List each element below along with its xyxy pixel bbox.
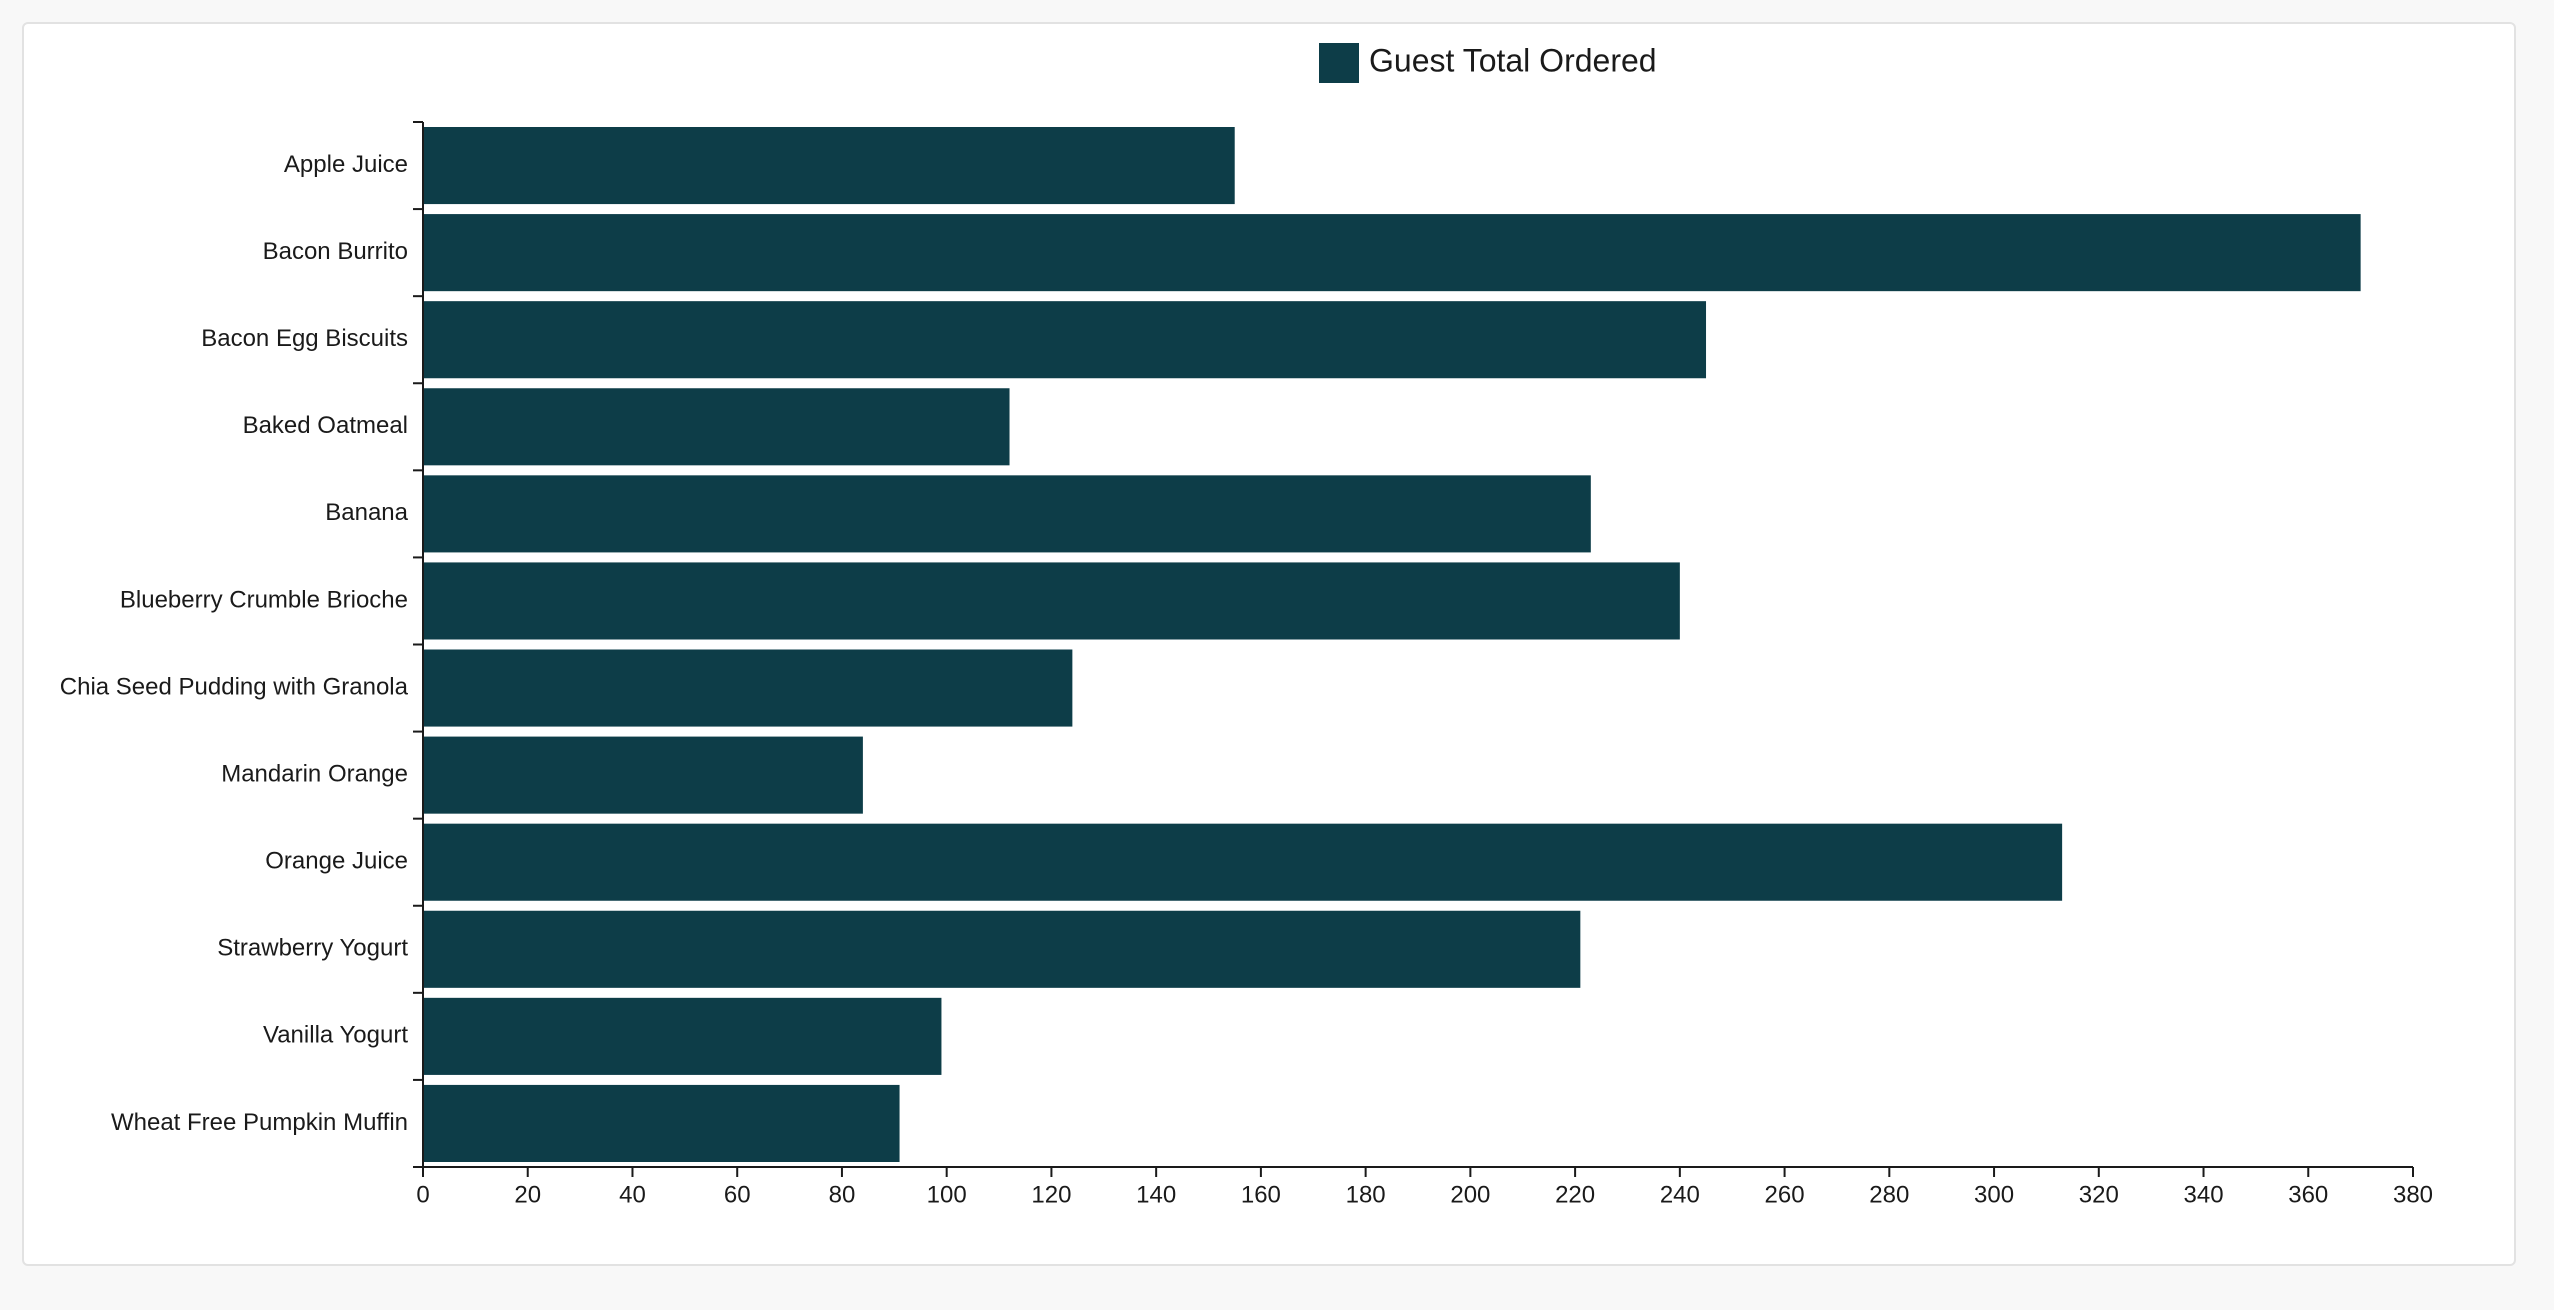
x-tick-label: 80 bbox=[829, 1181, 856, 1208]
x-tick-label: 220 bbox=[1555, 1181, 1595, 1208]
category-label-orange-juice: Orange Juice bbox=[265, 848, 408, 875]
category-label-apple-juice: Apple Juice bbox=[284, 151, 408, 178]
category-label-bacon-egg-biscuits: Bacon Egg Biscuits bbox=[201, 325, 408, 352]
bar-mandarin-orange[interactable] bbox=[423, 736, 863, 814]
category-label-blueberry-crumble-brioche: Blueberry Crumble Brioche bbox=[120, 586, 408, 613]
x-tick-label: 240 bbox=[1660, 1181, 1700, 1208]
category-label-banana: Banana bbox=[325, 499, 408, 526]
category-label-strawberry-yogurt: Strawberry Yogurt bbox=[217, 935, 408, 962]
bar-apple-juice[interactable] bbox=[423, 127, 1235, 205]
x-tick-label: 160 bbox=[1241, 1181, 1281, 1208]
legend-swatch[interactable] bbox=[1319, 43, 1359, 83]
x-tick-label: 60 bbox=[724, 1181, 751, 1208]
x-tick-label: 20 bbox=[514, 1181, 541, 1208]
x-tick-label: 260 bbox=[1765, 1181, 1805, 1208]
bar-bacon-burrito[interactable] bbox=[423, 214, 2361, 292]
category-label-baked-oatmeal: Baked Oatmeal bbox=[243, 412, 408, 439]
category-label-chia-seed-pudding-with-granola: Chia Seed Pudding with Granola bbox=[60, 673, 409, 700]
x-tick-label: 120 bbox=[1031, 1181, 1071, 1208]
x-tick-label: 280 bbox=[1869, 1181, 1909, 1208]
x-tick-label: 320 bbox=[2079, 1181, 2119, 1208]
legend-label[interactable]: Guest Total Ordered bbox=[1369, 42, 1657, 78]
x-tick-label: 380 bbox=[2393, 1181, 2433, 1208]
bar-chia-seed-pudding-with-granola[interactable] bbox=[423, 649, 1073, 727]
bar-baked-oatmeal[interactable] bbox=[423, 388, 1010, 466]
x-tick-label: 180 bbox=[1346, 1181, 1386, 1208]
category-label-mandarin-orange: Mandarin Orange bbox=[221, 760, 408, 787]
bar-vanilla-yogurt[interactable] bbox=[423, 997, 942, 1075]
x-tick-label: 200 bbox=[1450, 1181, 1490, 1208]
x-tick-label: 300 bbox=[1974, 1181, 2014, 1208]
bar-wheat-free-pumpkin-muffin[interactable] bbox=[423, 1084, 900, 1162]
legend: Guest Total Ordered bbox=[1319, 42, 1657, 83]
bar-banana[interactable] bbox=[423, 475, 1591, 553]
x-tick-label: 140 bbox=[1136, 1181, 1176, 1208]
category-label-bacon-burrito: Bacon Burrito bbox=[263, 238, 408, 265]
bar-orange-juice[interactable] bbox=[423, 823, 2063, 901]
bar-strawberry-yogurt[interactable] bbox=[423, 910, 1581, 988]
x-tick-label: 0 bbox=[416, 1181, 429, 1208]
bar-bacon-egg-biscuits[interactable] bbox=[423, 301, 1707, 379]
category-label-wheat-free-pumpkin-muffin: Wheat Free Pumpkin Muffin bbox=[111, 1109, 408, 1136]
bar-blueberry-crumble-brioche[interactable] bbox=[423, 562, 1680, 640]
y-axis: Apple Juice Bacon Burrito Bacon Egg Biscui… bbox=[60, 121, 424, 1168]
bars bbox=[423, 127, 2361, 1162]
x-tick-label: 360 bbox=[2288, 1181, 2328, 1208]
category-label-vanilla-yogurt: Vanilla Yogurt bbox=[263, 1022, 408, 1049]
x-axis: 0 20 40 60 80 100 120 140 160 180 200 220 240 260 280 3… bbox=[416, 1166, 2433, 1208]
x-tick-label: 100 bbox=[927, 1181, 967, 1208]
x-tick-label: 40 bbox=[619, 1181, 646, 1208]
x-tick-label: 340 bbox=[2184, 1181, 2224, 1208]
